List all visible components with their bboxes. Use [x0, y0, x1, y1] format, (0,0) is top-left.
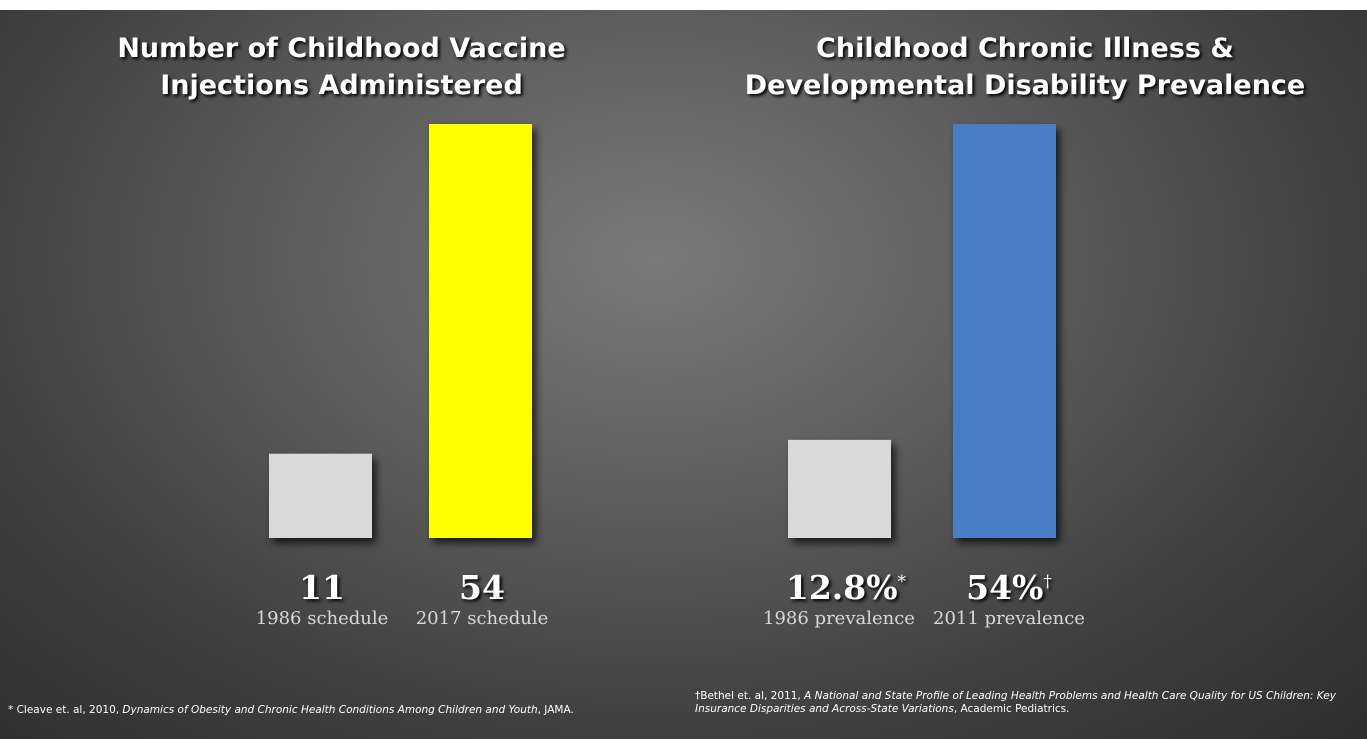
bar-value-label-2017: 54 [459, 568, 505, 607]
category-label-2017: 2017 schedule [415, 608, 549, 629]
bar-value-label-2011: 54%† [966, 568, 1052, 607]
bar-plot-area [788, 124, 1056, 538]
bar-value-label-1986: 11 [299, 568, 345, 607]
category-label-2011: 2011 prevalence [933, 608, 1085, 629]
bar-2011-prevalence [953, 124, 1056, 538]
chart-title-line-1: Number of Childhood Vaccine [117, 33, 566, 64]
top-strip [0, 0, 1367, 10]
chart-title-line-2: Developmental Disability Prevalence [744, 70, 1306, 101]
chart-title: Number of Childhood Vaccine Injections A… [0, 30, 683, 104]
bar-1986-prevalence [788, 439, 891, 538]
chart-title-line-2: Injections Administered [160, 70, 523, 101]
bar-value-label-1986: 12.8%* [785, 568, 907, 607]
category-label-1986: 1986 prevalence [763, 608, 915, 629]
bar-1986-schedule [269, 453, 372, 538]
bar-2017-schedule [429, 124, 532, 538]
chart-title: Childhood Chronic Illness & Developmenta… [683, 30, 1367, 104]
vaccine-injections-chart: Number of Childhood Vaccine Injections A… [0, 0, 683, 739]
footnote-cleave: * Cleave et. al, 2010, Dynamics of Obesi… [8, 704, 574, 716]
chart-title-line-1: Childhood Chronic Illness & [816, 33, 1234, 64]
footnote-bethel: †Bethel et. al, 2011, A National and Sta… [695, 690, 1336, 715]
bar-plot-area [269, 124, 532, 538]
chronic-illness-chart: Childhood Chronic Illness & Developmenta… [683, 0, 1367, 739]
category-label-1986: 1986 schedule [255, 608, 389, 629]
